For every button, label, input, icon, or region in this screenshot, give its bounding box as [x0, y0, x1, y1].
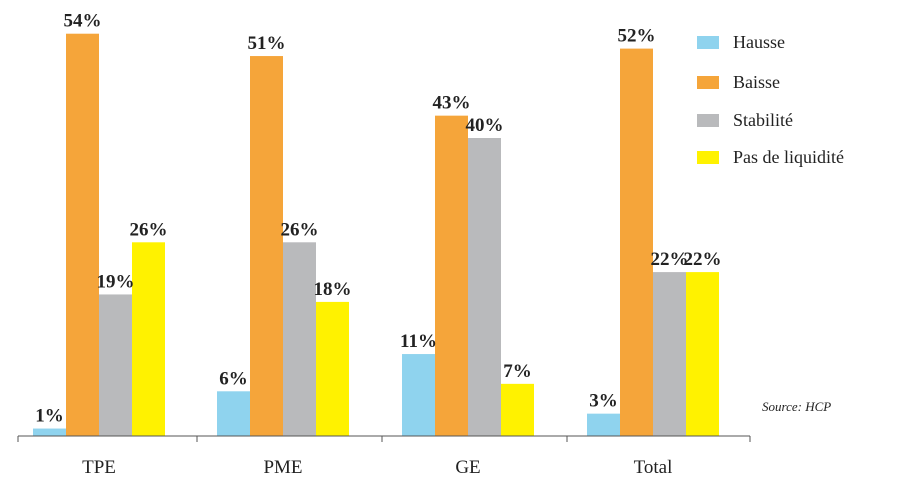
value-label-pme-0: 6%	[219, 368, 248, 389]
value-label-pme-3: 18%	[314, 279, 352, 300]
category-label-total: Total	[634, 457, 673, 478]
bar-ge-3	[501, 383, 534, 436]
bar-ge-1	[435, 115, 468, 437]
value-labels-layer: 1% 54% 19% 26% 6% 51% 26% 18% 11% 43%40% 7% 3% 52% 22…	[35, 11, 721, 427]
bar-tpe-1	[66, 33, 99, 436]
bars-layer	[33, 33, 719, 437]
category-labels-layer: TPE PME GE Total	[82, 457, 672, 478]
value-label-tpe-1: 54%	[64, 11, 102, 32]
value-label-tpe-2: 19%	[97, 271, 135, 292]
bar-ge-2	[468, 138, 501, 436]
legend-swatch-2	[697, 114, 719, 127]
bar-total-3	[686, 272, 719, 436]
legend-swatch-1	[697, 76, 719, 89]
bar-pme-2	[283, 242, 316, 436]
value-label-tpe-3: 26%	[130, 219, 168, 240]
value-label-ge-1: 43%	[433, 93, 471, 114]
legend-label-0: Hausse	[733, 32, 785, 52]
value-label-total-0: 3%	[589, 391, 618, 412]
category-label-pme: PME	[263, 457, 302, 478]
legend: Hausse Baisse Stabilité Pas de liquidité	[697, 32, 844, 167]
source-label: Source: HCP	[762, 399, 831, 414]
bar-pme-0	[217, 391, 250, 436]
value-label-total-1: 52%	[618, 26, 656, 47]
bar-pme-3	[316, 301, 349, 436]
bar-pme-1	[250, 56, 283, 437]
bar-tpe-0	[33, 428, 66, 436]
bar-ge-0	[402, 354, 435, 436]
legend-label-1: Baisse	[733, 72, 780, 92]
value-label-tpe-0: 1%	[35, 406, 64, 427]
value-label-ge-2: 40%	[466, 115, 504, 136]
legend-label-2: Stabilité	[733, 110, 793, 130]
value-label-ge-0: 11%	[400, 331, 437, 352]
bar-total-1	[620, 48, 653, 436]
category-label-tpe: TPE	[82, 457, 116, 478]
bar-total-2	[653, 272, 686, 436]
category-label-ge: GE	[455, 457, 480, 478]
value-label-pme-1: 51%	[248, 33, 286, 54]
value-label-total-2: 22%	[651, 249, 689, 270]
bar-total-0	[587, 413, 620, 436]
x-axis-ticks	[17, 436, 751, 442]
value-label-ge-3: 7%	[503, 361, 532, 382]
legend-swatch-3	[697, 151, 719, 164]
bar-tpe-3	[132, 242, 165, 436]
value-label-pme-2: 26%	[281, 219, 319, 240]
bar-tpe-2	[99, 294, 132, 436]
value-label-total-3: 22%	[684, 249, 722, 270]
legend-label-3: Pas de liquidité	[733, 147, 844, 167]
legend-swatch-0	[697, 36, 719, 49]
